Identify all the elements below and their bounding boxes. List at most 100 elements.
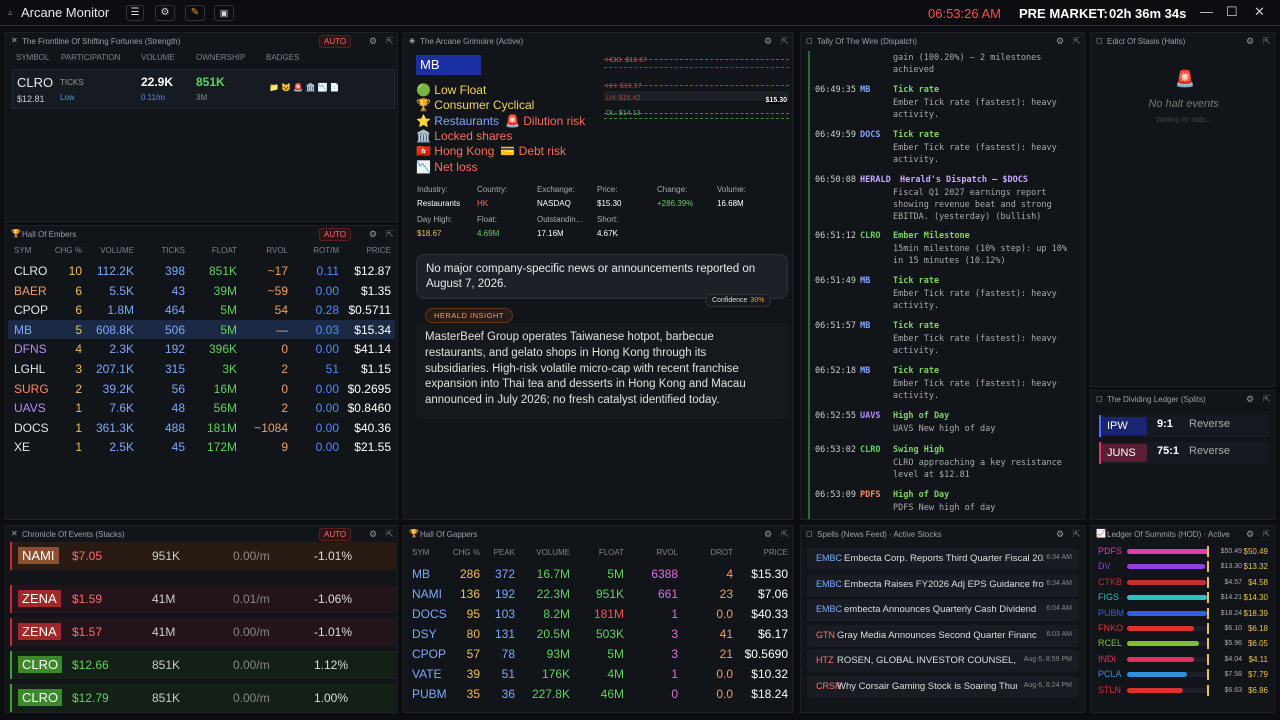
cell: 0.00 — [315, 401, 339, 416]
summit-symbol: INDI — [1098, 653, 1116, 664]
cell: 227.8K — [531, 687, 570, 701]
feed-entry: 06:50:08 HERALD Herald's Dispatch — $DOCS F… — [813, 175, 1073, 231]
settings-icon[interactable]: ⚙ — [369, 529, 378, 539]
feed-entry: 06:51:12 CLRO Ember Milestone 15min milesto… — [813, 231, 1073, 276]
settings-icon[interactable]: ⚙ — [1246, 36, 1255, 46]
event-cell: -1.01% — [314, 625, 353, 639]
summit-high: $6.86 — [1247, 685, 1268, 695]
close-icon[interactable]: ⇱ — [1263, 529, 1271, 539]
close-icon[interactable]: ⇱ — [1073, 529, 1081, 539]
cell: 78 — [501, 647, 515, 661]
cell: $15.30 — [751, 567, 788, 581]
cell: 0.11 — [316, 264, 339, 278]
panel-icon: ◻ — [1096, 394, 1103, 403]
summit-price: $6.10 — [1224, 625, 1242, 632]
news-symbol: CRSR — [816, 680, 842, 691]
news-item[interactable] — [807, 675, 1079, 698]
panel-title: Hall Of Gappers — [420, 530, 478, 539]
summit-marker — [1207, 561, 1209, 573]
cell: 3 — [75, 362, 82, 376]
symbol: DSY — [412, 627, 437, 641]
event-cell: $1.59 — [72, 592, 103, 606]
column-header: PARTICIPATION — [61, 53, 121, 62]
info-label: Exchange: — [537, 185, 575, 194]
column-header: FLOAT — [598, 548, 624, 557]
cell: 56M — [213, 401, 237, 416]
summit-symbol: FIGS — [1098, 592, 1120, 603]
cell: 0.00 — [315, 440, 339, 455]
event-cell: -1.06% — [314, 592, 353, 606]
news-time: 6:34 AM — [1046, 579, 1072, 587]
cell: 3 — [671, 647, 678, 661]
news-item[interactable] — [807, 573, 1079, 596]
cell: 93M — [546, 647, 570, 661]
symbol: VATE — [412, 667, 442, 681]
news-item[interactable] — [807, 548, 1079, 570]
settings-icon[interactable]: ⚙ — [1246, 529, 1255, 539]
settings-icon[interactable]: ⚙ — [1056, 36, 1065, 46]
minimize-button[interactable]: — — [1200, 4, 1213, 19]
row-highlight — [8, 319, 395, 339]
summit-high: $13.32 — [1243, 562, 1268, 572]
symbol: MB — [412, 567, 430, 581]
cell: $40.33 — [751, 607, 788, 621]
tag-line: 🏆 Consumer Cyclical — [416, 98, 540, 112]
auto-badge[interactable]: AUTO — [319, 528, 352, 541]
settings-icon[interactable]: ⚙ — [1246, 394, 1255, 404]
menu-button[interactable]: ☰ — [126, 5, 144, 21]
panel: ✕ The Frontline Of Shifting Fortunes (Str… — [5, 32, 398, 222]
close-icon[interactable]: ⇱ — [386, 36, 394, 46]
cell: 503K — [595, 627, 624, 641]
event-cell: 0.00/m — [233, 625, 270, 639]
settings-icon[interactable]: ⚙ — [764, 36, 773, 46]
column-header: TICKS — [161, 246, 185, 255]
news-symbol: EMBC — [816, 604, 843, 614]
cell: $1.35 — [360, 283, 391, 298]
cell: 95 — [466, 607, 480, 621]
cell: 0.00 — [315, 342, 339, 357]
event-cell: 0.00/m — [233, 549, 270, 563]
settings-icon[interactable]: ⚙ — [764, 529, 773, 539]
close-icon[interactable]: ⇱ — [1073, 36, 1081, 46]
info-value: NASDAQ — [537, 199, 571, 208]
column-header: VOLUME — [536, 548, 570, 557]
auto-badge[interactable]: AUTO — [319, 35, 352, 48]
symbol: NAMI — [412, 587, 442, 601]
panel: ◈ The Arcane Grimoire (Active) ⚙ ⇱ MB 🟢 Low F… — [403, 32, 793, 520]
cell: $0.2695 — [347, 381, 391, 396]
news-text: No major company-specific news or announ… — [426, 263, 756, 290]
entry-body: CLRO approaching a key resistance level … — [893, 458, 1062, 480]
symbol: CPOP — [412, 647, 447, 661]
panel-icon: 📈 — [1096, 529, 1106, 538]
auto-badge[interactable]: AUTO — [319, 228, 352, 241]
close-icon[interactable]: ⇱ — [781, 529, 789, 539]
window-button[interactable]: ▣ — [214, 5, 234, 21]
panel-title: Chronicle Of Events (Stacks) — [22, 530, 125, 539]
entry-time: 06:51:57 — [815, 321, 856, 331]
settings-button[interactable]: ⚙ — [155, 5, 175, 21]
close-icon[interactable]: ⇱ — [781, 36, 789, 46]
settings-icon[interactable]: ⚙ — [369, 229, 378, 239]
close-icon[interactable]: ⇱ — [386, 229, 394, 239]
cell-symbol: CLRO — [17, 75, 54, 90]
close-button[interactable]: ✕ — [1254, 4, 1265, 19]
news-item[interactable] — [807, 650, 1079, 672]
maximize-button[interactable]: ☐ — [1226, 4, 1238, 19]
close-icon[interactable]: ⇱ — [386, 529, 394, 539]
news-item[interactable] — [807, 599, 1079, 621]
cell: 10 — [68, 264, 82, 278]
news-item[interactable] — [807, 624, 1079, 647]
cell: 2.3K — [109, 342, 134, 357]
event-cell: $7.05 — [72, 549, 103, 563]
close-icon[interactable]: ⇱ — [1263, 36, 1271, 46]
settings-icon[interactable]: ⚙ — [1056, 529, 1065, 539]
cell: 506 — [164, 322, 185, 337]
panel-icon: ◻ — [806, 529, 813, 538]
insight-text: MasterBeef Group operates Taiwanese hotp… — [425, 331, 746, 407]
news-headline: Embecta Corp. Reports Third Quarter Fisc… — [844, 553, 1044, 564]
edit-button[interactable]: ✎ — [185, 5, 205, 21]
cell: 9 — [281, 440, 288, 455]
settings-icon[interactable]: ⚙ — [369, 36, 378, 46]
panel: 📈 Ledger Of Summits (HOD) · Active ⚙ ⇱ PDFS $… — [1090, 525, 1275, 713]
close-icon[interactable]: ⇱ — [1263, 394, 1271, 404]
